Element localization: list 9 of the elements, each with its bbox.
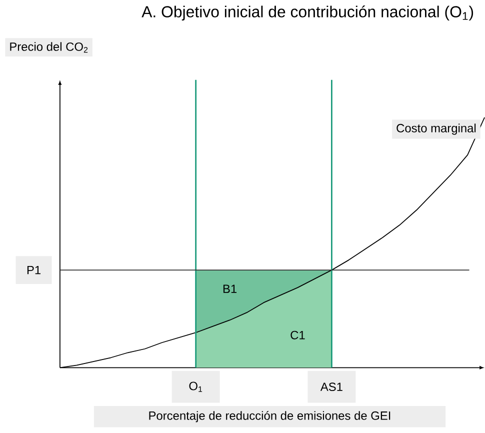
text: Precio del CO$_{2}$ [10,42,88,53]
series-label: B1 [223,284,237,294]
series-label: C1 [290,331,305,340]
series-label: Costo marginal [396,124,476,135]
x-axis-title: Porcentaje de reducción de emisiones de GEI [149,411,390,422]
x-tick-label: AS1 [320,382,342,392]
chart-title: A. Objetivo inicial de contribución nacional (O$_{1}$) [142,6,474,21]
x-tick-label: O$_{1}$ [189,382,202,392]
ref-line-label: P1 [27,266,40,274]
